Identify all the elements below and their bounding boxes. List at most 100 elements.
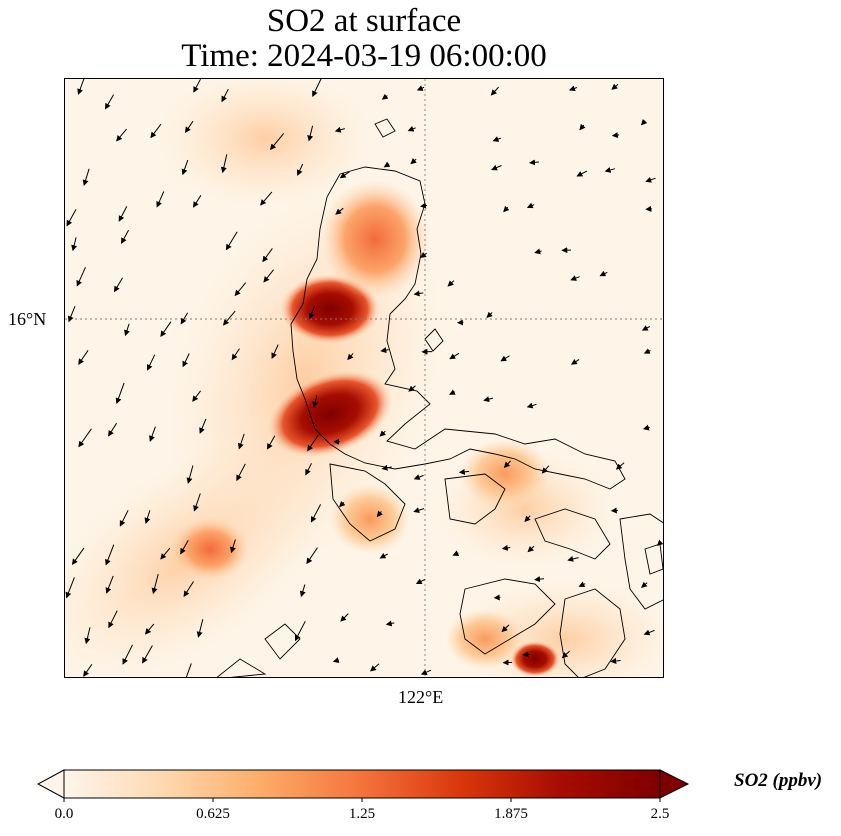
wind-arrow <box>310 504 322 523</box>
coastline-samar <box>619 513 663 610</box>
wind-arrow <box>305 463 312 476</box>
wind-arrow <box>340 613 349 622</box>
wind-arrow <box>237 433 245 450</box>
wind-arrow <box>534 248 542 255</box>
wind-arrow <box>656 539 663 546</box>
wind-arrow <box>192 390 201 402</box>
wind-arrow <box>640 118 648 126</box>
wind-arrow <box>83 664 93 677</box>
wind-arrow <box>420 202 428 209</box>
wind-arrow <box>526 202 535 209</box>
wind-arrow <box>416 85 425 91</box>
coastline-negros <box>559 588 626 677</box>
colorbar <box>36 769 690 802</box>
wind-arrow <box>260 191 273 206</box>
wind-arrow <box>385 620 395 627</box>
wind-arrow <box>643 348 651 354</box>
wind-arrow <box>420 669 432 675</box>
wind-arrow <box>77 79 85 95</box>
wind-arrow <box>78 350 89 365</box>
wind-arrow <box>604 167 616 173</box>
wind-arrow <box>105 575 114 594</box>
hotspot-offshore <box>170 517 250 581</box>
colorbar-label: SO2 (ppbv) <box>734 770 823 791</box>
wind-arrow <box>541 465 550 474</box>
wind-arrow <box>151 573 159 595</box>
wind-arrow <box>534 576 545 583</box>
wind-arrow <box>108 610 118 629</box>
title-line-2: Time: 2024-03-19 06:00:00 <box>181 38 547 74</box>
wind-arrow <box>576 170 588 177</box>
wind-arrow <box>447 280 455 287</box>
wind-arrow <box>116 128 127 142</box>
wind-arrow <box>567 556 579 562</box>
wind-arrow <box>407 125 416 132</box>
hotspot-batangas <box>330 484 410 554</box>
hotspot-manila-bay <box>267 370 393 458</box>
wind-arrow <box>183 581 194 598</box>
wind-arrow <box>332 657 340 664</box>
wind-arrow <box>615 462 625 470</box>
wind-arrow <box>611 132 620 139</box>
wind-arrow <box>381 93 389 100</box>
wind-arrow <box>144 623 155 635</box>
wind-arrow <box>645 205 652 212</box>
wind-arrow <box>334 126 345 133</box>
wind-arrow <box>222 310 236 326</box>
wind-arrow <box>380 347 389 354</box>
wind-arrow <box>193 493 201 512</box>
coastline-mindoro <box>329 463 406 542</box>
wind-arrow <box>184 120 194 134</box>
wind-arrow <box>527 545 535 553</box>
wind-arrow <box>568 85 578 92</box>
colorbar-tick-label: 1.25 <box>348 806 376 822</box>
wind-arrow <box>312 79 322 97</box>
wind-arrow <box>193 79 201 93</box>
wind-arrow <box>501 544 511 551</box>
hotspot-bicol <box>460 439 550 509</box>
map-canvas <box>65 79 663 677</box>
wind-arrow <box>180 312 189 325</box>
wind-arrow <box>452 550 460 556</box>
wind-arrow <box>376 510 383 518</box>
wind-arrow <box>121 229 130 244</box>
wind-arrow <box>379 430 386 437</box>
wind-arrow <box>76 266 86 287</box>
coastline-marinduque <box>444 473 506 525</box>
wind-arrow <box>570 358 580 365</box>
coastline-panay <box>459 578 556 655</box>
wind-arrow <box>160 547 171 560</box>
wind-arrow <box>570 275 580 281</box>
wind-arrow <box>181 159 189 176</box>
hotspot-north-luzon-inland <box>320 179 430 299</box>
wind-arrow <box>230 539 236 554</box>
wind-arrow <box>307 434 319 452</box>
colorbar-tick-label: 2.5 <box>650 806 670 822</box>
coastline-luzon <box>290 166 626 490</box>
wind-arrow <box>160 321 172 338</box>
wind-arrow <box>491 164 502 171</box>
wind-arrow <box>415 578 426 585</box>
wind-arrow <box>271 344 279 360</box>
wind-arrow <box>185 663 192 677</box>
wind-arrow <box>312 395 319 408</box>
coastline-palawan-tip <box>216 658 267 677</box>
wind-arrow <box>524 515 531 523</box>
wind-arrow <box>383 161 391 168</box>
map-panel <box>64 78 664 678</box>
wind-arrow <box>307 125 314 142</box>
wind-arrow <box>599 270 608 277</box>
wind-arrow <box>641 581 648 588</box>
wind-arrow <box>641 325 651 331</box>
lon-gridline-label: 122°E <box>398 687 444 707</box>
wind-arrow <box>529 159 539 166</box>
map-title: SO2 at surface Time: 2024-03-19 06:00:00 <box>64 4 664 74</box>
hotspot-visayas <box>510 641 560 677</box>
wind-arrow <box>501 624 510 633</box>
wind-arrow <box>643 629 655 636</box>
wind-arrow <box>449 389 456 395</box>
wind-arrow <box>645 176 656 183</box>
wind-arrow <box>420 252 427 258</box>
wind-arrow <box>84 627 91 645</box>
wind-arrow <box>196 619 204 638</box>
